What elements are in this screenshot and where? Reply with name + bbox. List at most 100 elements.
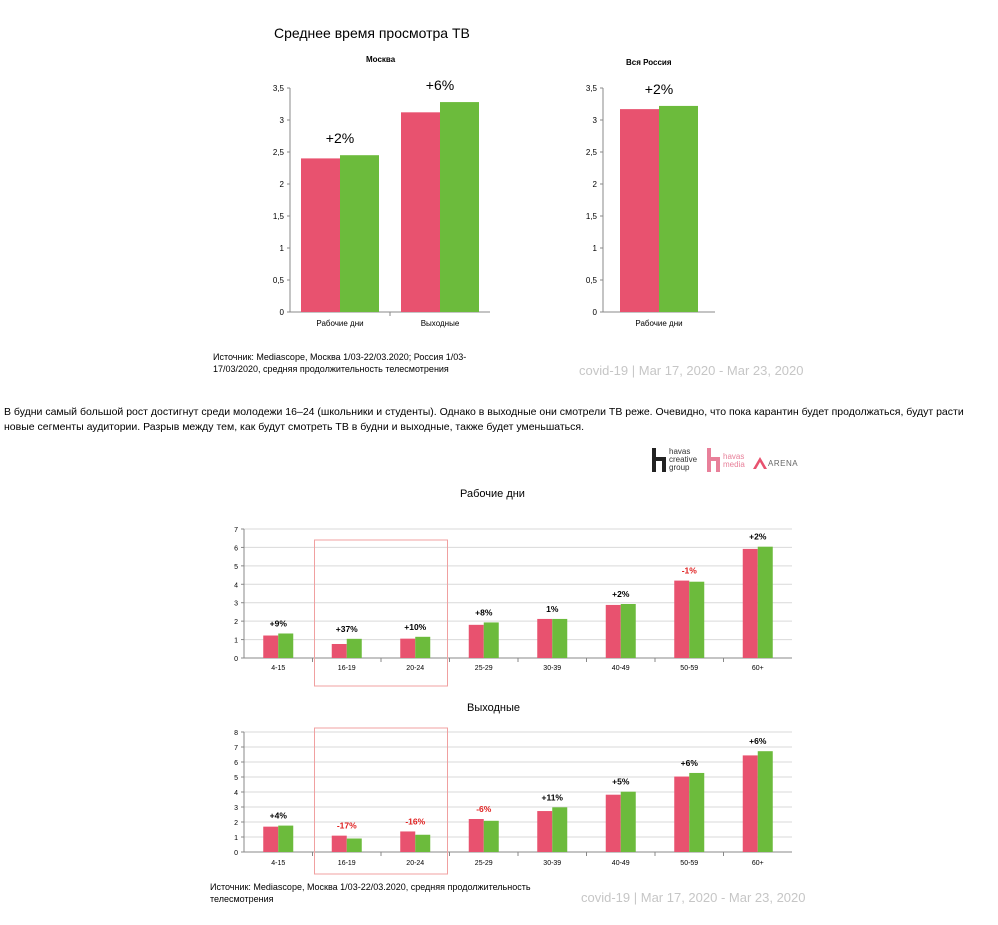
chart-title-weekends: Выходные: [467, 702, 521, 714]
bar-series-1: [742, 548, 758, 658]
y-tick-label: 6: [234, 545, 238, 552]
x-tick-label: 40-49: [612, 860, 630, 867]
y-tick-label: 4: [234, 582, 238, 589]
x-tick-label: 4-15: [271, 860, 285, 867]
y-tick-label: 5: [234, 564, 238, 571]
body-paragraph: В будни самый большой рост достигнут сре…: [4, 406, 964, 433]
watermark-top: covid-19 | Mar 17, 2020 - Mar 23, 2020: [579, 363, 804, 378]
x-tick-label: 50-59: [680, 860, 698, 867]
source-line: Источник: Mediascope, Москва 1/03-22/03.…: [213, 352, 467, 362]
y-tick-label: 4: [234, 790, 238, 797]
y-tick-label: 3,5: [586, 84, 598, 93]
bar-series-1: [263, 826, 279, 852]
y-tick-label: 2: [234, 619, 238, 626]
arena-logo-text: ARENA: [768, 459, 799, 468]
x-tick-label: 20-24: [406, 860, 424, 867]
watermark-bottom: covid-19 | Mar 17, 2020 - Mar 23, 2020: [581, 890, 806, 905]
x-tick-label: 4-15: [271, 665, 285, 672]
bar-series-1: [742, 755, 758, 852]
x-tick-label: 25-29: [475, 665, 493, 672]
data-label: -17%: [337, 821, 357, 831]
x-tick-label: 16-19: [338, 665, 356, 672]
x-tick-label: 25-29: [475, 860, 493, 867]
x-tick-label: 20-24: [406, 665, 424, 672]
logo-line: creative: [669, 455, 698, 464]
chart-russia: 0 0,5 1 1,5 2 2,5 3 3,5 +2% Рабочие дни: [586, 81, 715, 328]
y-tick-label: 2,5: [586, 148, 598, 157]
chart-moscow: 0 0,5 1 1,5 2 2,5 3 3,5 +2% Рабочие дни +6% Выходны…: [273, 80, 490, 328]
y-tick-label: 3,5: [273, 84, 285, 93]
bar-series-1: [620, 109, 659, 313]
page-title: Среднее время просмотра ТВ: [274, 25, 470, 41]
y-tick-label: 7: [234, 527, 238, 534]
bar-series-1: [400, 638, 416, 658]
bar-series-2: [278, 825, 294, 852]
bar-series-2: [620, 791, 636, 852]
bar-series-2: [415, 636, 431, 658]
bar-series-2: [346, 638, 362, 658]
source-note-top: Источник: Mediascope, Москва 1/03-22/03.…: [213, 351, 466, 375]
data-label: +2%: [612, 589, 630, 599]
data-label: +37%: [336, 624, 358, 634]
y-tick-label: 1,5: [586, 212, 598, 221]
chart-weekends-by-age: 0 1 2 3 4 5 6 7 8 +4% 4-15 -17% 16-19 -16% 20-24 -6% 25-…: [234, 727, 792, 875]
bar-series-1: [537, 811, 553, 852]
data-label: +11%: [541, 792, 563, 802]
y-tick-label: 2,5: [273, 148, 285, 157]
bar-series-2: [552, 618, 568, 658]
logo-line: media: [723, 460, 745, 469]
havas-media-logo-mark: [707, 448, 720, 472]
x-tick-label: 16-19: [338, 860, 356, 867]
highlight-box: [314, 539, 448, 687]
y-tick-label: 3: [234, 805, 238, 812]
y-tick-label: 1: [593, 244, 598, 253]
data-label: 1%: [546, 604, 559, 614]
y-tick-label: 3: [280, 116, 285, 125]
x-tick-label: 60+: [752, 860, 764, 867]
data-label: +5%: [612, 777, 630, 787]
bar-series-2: [483, 820, 499, 852]
data-label: +2%: [326, 130, 354, 146]
bar-series-2: [483, 622, 499, 658]
x-tick-label: 60+: [752, 665, 764, 672]
bar-series-1: [401, 112, 440, 312]
y-tick-label: 5: [234, 775, 238, 782]
data-label: -16%: [405, 816, 425, 826]
bar-series-1: [468, 624, 484, 658]
data-label: +2%: [645, 81, 673, 97]
bar-series-2: [346, 838, 362, 852]
highlight-box: [314, 727, 448, 875]
data-label: +2%: [749, 532, 767, 542]
bar-series-2: [340, 155, 379, 312]
y-tick-label: 3: [593, 116, 598, 125]
chart-title-russia: Вся Россия: [626, 58, 672, 67]
y-tick-label: 6: [234, 760, 238, 767]
havas-media-logo-text: havas media: [723, 453, 745, 469]
y-tick-label: 8: [234, 730, 238, 737]
havas-group-logo-mark: [652, 448, 666, 472]
bar-series-1: [537, 618, 553, 658]
bar-series-2: [659, 105, 698, 312]
y-tick-label: 0: [234, 850, 238, 857]
bar-series-2: [689, 581, 705, 658]
bar-series-1: [331, 835, 347, 852]
y-tick-label: 1: [234, 638, 238, 645]
y-tick-label: 1: [234, 835, 238, 842]
y-tick-label: 0: [593, 308, 598, 317]
y-tick-label: 1: [280, 244, 285, 253]
bar-series-2: [415, 834, 431, 852]
y-tick-label: 7: [234, 745, 238, 752]
data-label: +8%: [475, 607, 493, 617]
source-note-bottom: Источник: Mediascope, Москва 1/03-22/03.…: [210, 881, 531, 905]
bar-series-1: [301, 158, 340, 312]
source-line: 17/03/2020, средняя продолжительность те…: [213, 364, 449, 374]
bar-series-1: [605, 794, 621, 852]
y-tick-label: 0: [234, 656, 238, 663]
x-tick-label: 40-49: [612, 665, 630, 672]
data-label: +6%: [681, 758, 699, 768]
logo-line: havas: [723, 452, 745, 461]
data-label: +4%: [270, 811, 288, 821]
y-tick-label: 2: [593, 180, 598, 189]
havas-logos: havas creative group havas media ARENA: [652, 448, 807, 474]
x-tick-label: Выходные: [421, 319, 460, 328]
